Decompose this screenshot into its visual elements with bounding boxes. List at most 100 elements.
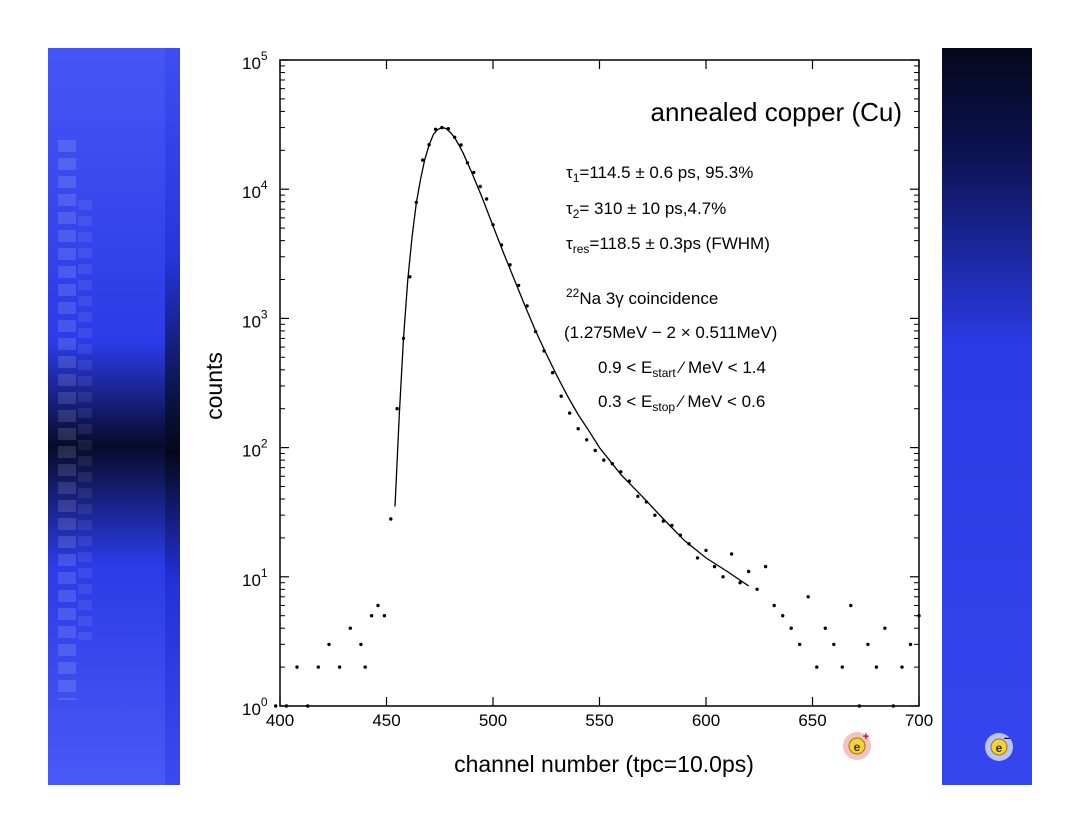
annotation-source: 22Na 3γ coincidence [566,286,718,308]
data-point [695,556,700,560]
left-decorative-squares-inner [78,200,92,640]
data-point [704,548,708,553]
x-axis-label: channel number (tpc=10.0ps) [454,751,754,777]
data-point [376,603,380,608]
data-point [401,336,406,341]
data-point [453,135,457,139]
data-point [585,438,589,442]
data-point [636,494,640,498]
data-point [382,614,387,618]
data-point [874,665,879,669]
data-point [316,665,320,669]
left-decorative-bar [48,48,165,785]
data-point [348,626,352,630]
data-point [763,564,768,569]
x-tick-label: 550 [585,711,613,730]
data-point [883,626,887,630]
data-point [627,479,631,483]
electron-sign: − [1004,733,1010,745]
y-tick-label: 103 [242,307,268,331]
y-tick-label: 102 [242,437,268,461]
y-tick-label: 104 [242,178,268,202]
data-points [274,125,921,708]
data-point [306,704,310,708]
electron-logo-svg: e − [985,733,1013,761]
data-point [653,513,657,517]
data-point [295,665,299,669]
x-tick-label: 500 [479,711,507,730]
y-tick-label: 101 [242,566,268,590]
data-point [789,626,793,630]
data-point [712,564,717,569]
data-point [369,614,374,618]
data-point [900,665,904,669]
data-point [499,243,504,247]
data-point [408,275,412,279]
data-point [781,614,785,618]
data-point [849,603,853,608]
y-tick-labels: 100 101 102 103 104 105 [242,49,268,719]
data-point [815,665,819,669]
data-point [840,665,844,669]
data-point [533,329,538,334]
data-point [568,411,572,415]
data-point [327,642,331,647]
right-decorative-strip [942,48,1032,785]
data-point [516,283,521,288]
data-point [610,462,614,466]
data-point [746,569,751,574]
data-point [866,642,870,647]
data-point [832,642,836,647]
data-point [337,665,342,669]
data-point [550,371,555,375]
x-tick-label: 700 [905,711,933,730]
data-point [721,575,725,579]
annotation-estart: 0.9 < Estart ⁄ MeV < 1.4 [598,358,766,380]
data-point [508,263,512,267]
data-point [478,184,482,189]
data-point [619,470,623,474]
chart-title: annealed copper (Cu) [651,97,903,127]
left-decorative-squares [58,140,76,700]
data-point [465,161,470,165]
data-point [593,448,597,453]
chart-panel: 100 101 102 103 104 105 400 450 500 550 600 650 700… [180,48,942,785]
data-point [908,642,913,647]
electron-logo: e − [984,732,1014,762]
data-point [738,581,742,585]
data-point [525,304,529,308]
data-point [472,170,476,175]
positron-sign: + [863,731,869,743]
data-point [389,517,393,521]
x-tick-label: 650 [798,711,826,730]
annotation-estop: 0.3 < Estop ⁄ MeV < 0.6 [598,392,765,414]
annotation-tau-res: τres=118.5 ± 0.3ps (FWHM) [566,234,770,256]
data-point [284,704,289,708]
data-point [823,626,827,630]
data-point [857,704,862,708]
data-point [491,223,495,227]
data-point [755,587,759,591]
data-point [772,603,776,608]
data-point [414,200,418,205]
data-point [678,533,683,537]
positron-glyph: e [854,740,861,754]
data-point [440,125,444,130]
x-tick-labels: 400 450 500 550 600 650 700 [266,711,933,730]
data-point [559,394,563,398]
data-point [427,143,431,147]
plot-frame [279,59,920,707]
annotation-tau2: τ2= 310 ± 10 ps,4.7% [566,199,726,221]
x-tick-label: 600 [692,711,720,730]
data-point [661,519,666,523]
annotation-tau1: τ1=114.5 ± 0.6 ps, 95.3% [566,163,753,185]
data-point [459,143,463,147]
positron-logo-small: e + [843,731,871,760]
data-point [363,665,367,669]
y-tick-label: 105 [242,49,268,73]
data-point [421,158,425,162]
y-tick-label: 100 [242,695,268,719]
data-point [395,407,399,411]
electron-glyph: e [996,741,1003,755]
data-point [446,127,450,131]
